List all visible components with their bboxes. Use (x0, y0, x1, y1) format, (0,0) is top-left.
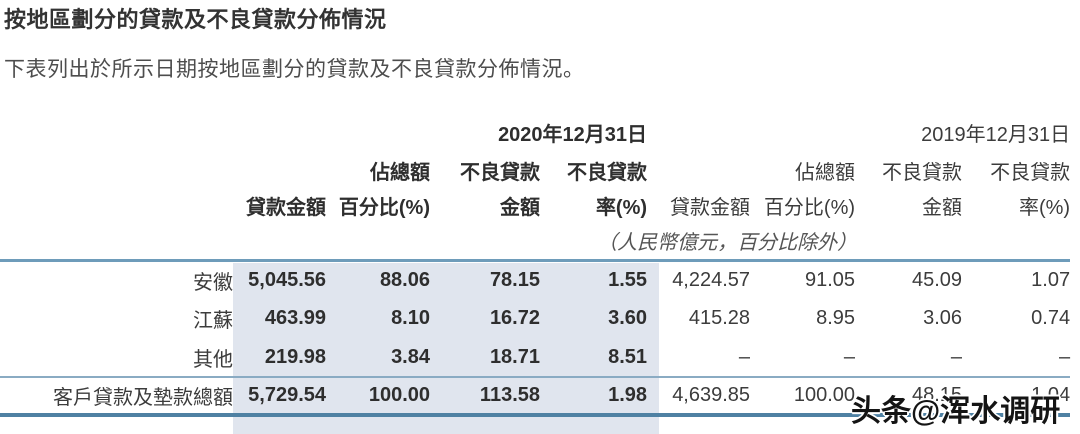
total-row-label: 客戶貸款及墊款總額 (0, 376, 233, 417)
table-row-jiangsu: 江蘇 463.99 8.10 16.72 3.60 415.28 8.95 3.… (0, 299, 1070, 338)
table-cell: 3.84 (391, 345, 430, 368)
table-cell: 219.98 (264, 345, 326, 368)
period-header-2019: 2019年12月31日 (921, 123, 1071, 146)
column-header-npl-2020: 不良貸款 (460, 161, 540, 184)
table-cell: 1.07 (1031, 268, 1071, 291)
column-header-npl-rate-pct-2020: 率(%) (595, 196, 648, 219)
table-cell: 3.06 (923, 307, 963, 329)
column-header-share-pct-2019: 百分比(%) (763, 196, 856, 219)
unit-note-row: （人民幣億元，百分比除外） (0, 222, 1071, 262)
empty-cell (647, 152, 750, 188)
table-cell: 100.00 (326, 376, 430, 417)
column-header-share-pct-2020: 百分比(%) (338, 196, 430, 219)
table-cell: 1.55 (608, 268, 648, 291)
table-row-anhui: 安徽 5,045.56 88.06 78.15 1.55 4,224.57 91… (0, 260, 1070, 299)
page-title: 按地區劃分的貸款及不良貸款分佈情況 (4, 7, 387, 32)
table-cell: 48.15 (855, 376, 963, 417)
table-cell: 8.51 (608, 345, 648, 368)
column-header-npl-2019: 不良貸款 (882, 161, 963, 184)
empty-cell (0, 188, 233, 222)
column-header-npl-amount-2019: 金額 (922, 196, 963, 219)
column-header-npl-rate-2019: 不良貸款 (990, 161, 1071, 184)
row-label: 其他 (193, 348, 233, 371)
table-cell: 8.10 (391, 307, 430, 329)
column-header-share-2019: 佔總額 (795, 161, 856, 184)
table-cell: 113.58 (430, 376, 540, 417)
table-cell: 3.60 (608, 307, 648, 329)
table-cell: 91.05 (804, 268, 856, 291)
table-cell: 463.99 (264, 307, 326, 329)
period-header-row: 2020年12月31日 2019年12月31日 (0, 112, 1070, 152)
table-cell: 100.00 (750, 376, 856, 417)
row-label: 安徽 (193, 271, 233, 294)
page-subtitle: 下表列出於所示日期按地區劃分的貸款及不良貸款分佈情況。 (4, 58, 585, 81)
empty-cell (233, 152, 326, 188)
table-cell: 5,729.54 (233, 376, 326, 417)
empty-cell (0, 152, 233, 188)
table-cell: 18.71 (489, 345, 540, 368)
table-cell: 0.74 (1031, 307, 1071, 329)
column-header-npl-amount-2020: 金額 (500, 196, 540, 219)
column-header-share-2020: 佔總額 (370, 161, 430, 184)
table-cell: 45.09 (911, 268, 963, 291)
total-row: 客戶貸款及墊款總額 5,729.54 100.00 113.58 1.98 4,… (0, 376, 1071, 417)
unit-note: （人民幣億元，百分比除外） (0, 222, 1071, 262)
column-header-row-bottom: 貸款金額 百分比(%) 金額 率(%) 貸款金額 百分比(%) 金額 率(%) (0, 188, 1070, 222)
column-header-npl-rate-2020: 不良貸款 (567, 161, 648, 184)
column-header-npl-rate-pct-2019: 率(%) (1018, 196, 1071, 219)
table-cell: 415.28 (688, 307, 751, 329)
table-cell: 4,224.57 (672, 268, 751, 291)
table-cell: 5,045.56 (248, 268, 326, 291)
row-label: 江蘇 (193, 310, 233, 332)
table-cell: 78.15 (489, 268, 540, 291)
table-cell: – (950, 345, 963, 368)
period-header-2020: 2020年12月31日 (498, 123, 648, 146)
table-cell: 1.04 (962, 376, 1071, 417)
watermark: 头条@浑水调研 (851, 395, 1061, 428)
table-cell: 8.95 (816, 307, 856, 329)
column-header-loan-amount-2020: 貸款金額 (246, 196, 326, 219)
table-row-others: 其他 219.98 3.84 18.71 8.51 – – – – (0, 338, 1070, 377)
table-cell: – (843, 345, 856, 368)
empty-cell (0, 112, 233, 152)
column-header-loan-amount-2019: 貸款金額 (670, 196, 751, 219)
table-cell: – (1058, 345, 1071, 368)
loans-by-region-table: 2020年12月31日 2019年12月31日 佔總額 不良貸款 不良貸款 佔總… (0, 112, 1071, 417)
table-cell: 4,639.85 (647, 376, 751, 417)
table-cell: 16.72 (489, 307, 540, 329)
table-cell: 1.98 (540, 376, 648, 417)
column-header-row-top: 佔總額 不良貸款 不良貸款 佔總額 不良貸款 不良貸款 (0, 152, 1070, 188)
table-cell: 88.06 (379, 268, 430, 291)
table-cell: – (738, 345, 751, 368)
